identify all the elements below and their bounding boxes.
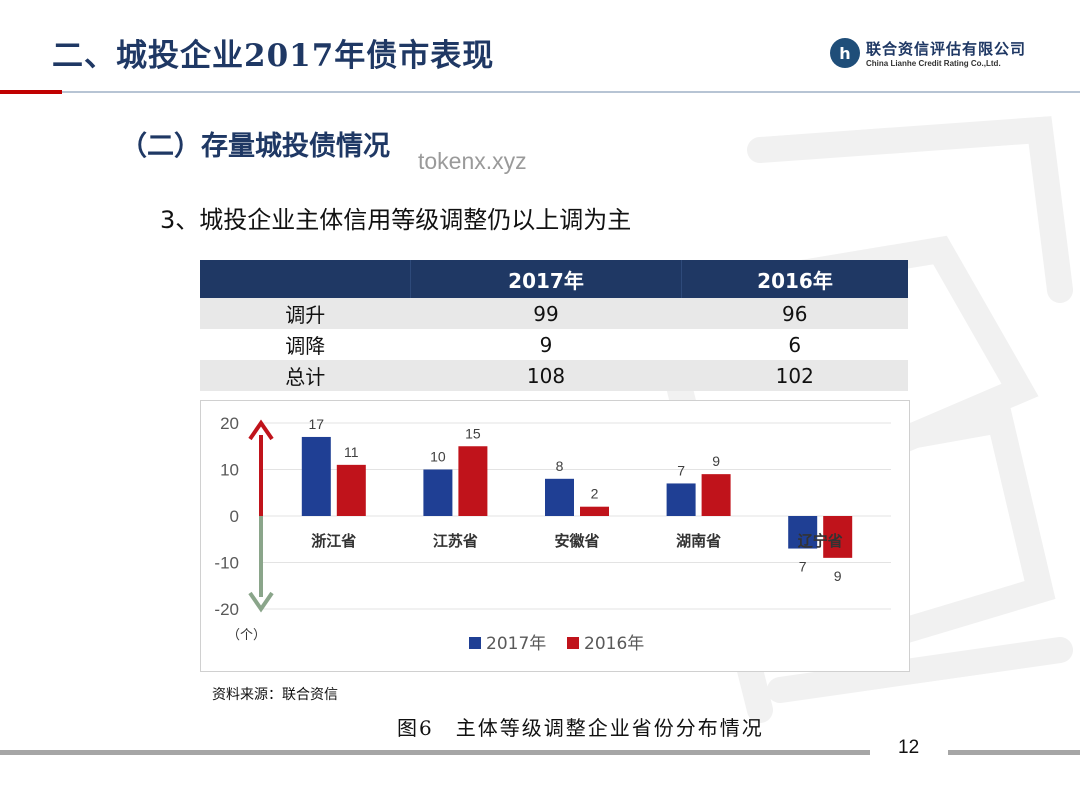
x-category-label: 安徽省 bbox=[554, 532, 599, 550]
legend-swatch bbox=[567, 637, 579, 649]
data-label: 11 bbox=[344, 444, 359, 460]
table-header-row: 2017年 2016年 bbox=[200, 260, 908, 298]
y-tick-label: -20 bbox=[214, 600, 239, 619]
province-bar-chart: 20 10 0 -10 -20 17 11 浙江省 10 15 江苏省 8 2 安徽省 7 9 湖南省 7 9 辽宁省… bbox=[214, 414, 891, 654]
table-cell: 102 bbox=[681, 360, 908, 391]
data-label: 8 bbox=[556, 458, 564, 474]
table-row: 总计 108 102 bbox=[200, 360, 908, 391]
table-cell: 6 bbox=[681, 329, 908, 360]
data-label: 15 bbox=[465, 425, 481, 441]
section-heading: （二）存量城投债情况 bbox=[120, 131, 390, 162]
table-cell: 108 bbox=[410, 360, 682, 391]
data-label: 9 bbox=[834, 568, 842, 584]
data-label: 7 bbox=[677, 462, 685, 478]
bar bbox=[823, 516, 853, 558]
bar bbox=[545, 478, 574, 516]
y-tick-label: 0 bbox=[230, 507, 239, 526]
table-cell: 调升 bbox=[200, 298, 411, 329]
company-logo: h 联合资信评估有限公司 China Lianhe Credit Rating … bbox=[830, 38, 1026, 68]
x-category-label: 江苏省 bbox=[433, 532, 478, 550]
down-arrow-head-icon bbox=[248, 591, 274, 613]
data-label: 10 bbox=[430, 449, 446, 465]
data-label: 7 bbox=[799, 559, 807, 575]
page-title: 二、城投企业2017年债市表现 bbox=[52, 38, 495, 74]
table-row: 调降 9 6 bbox=[200, 329, 908, 360]
table-row: 调升 99 96 bbox=[200, 298, 908, 329]
header-divider bbox=[0, 91, 1080, 93]
table-cell: 9 bbox=[410, 329, 682, 360]
company-name-en: China Lianhe Credit Rating Co.,Ltd. bbox=[866, 59, 1001, 68]
bar bbox=[458, 446, 488, 516]
table-cell: 99 bbox=[410, 298, 682, 329]
company-name-cn: 联合资信评估有限公司 bbox=[866, 40, 1027, 58]
table-header-cell: 2016年 bbox=[681, 260, 908, 298]
bar bbox=[336, 464, 366, 516]
x-category-label: 浙江省 bbox=[311, 532, 356, 550]
bar bbox=[423, 469, 453, 516]
bar bbox=[301, 436, 331, 516]
province-chart-panel: 20 10 0 -10 -20 17 11 浙江省 10 15 江苏省 8 2 安徽省 7 9 湖南省 7 9 辽宁省… bbox=[200, 400, 910, 672]
data-label: 9 bbox=[712, 453, 720, 469]
y-tick-label: -10 bbox=[214, 554, 239, 573]
bar bbox=[580, 506, 609, 516]
page-number: 12 bbox=[898, 737, 920, 758]
figure-caption: 图6 主体等级调整企业省份分布情况 bbox=[397, 716, 764, 740]
footer-divider bbox=[0, 750, 870, 755]
data-label: 2 bbox=[591, 486, 599, 502]
y-tick-label: 20 bbox=[220, 414, 239, 433]
up-arrow-head-icon bbox=[248, 419, 274, 441]
overlay-watermark-text: tokenx.xyz bbox=[418, 148, 527, 174]
table-header-cell bbox=[200, 260, 411, 298]
table-cell: 总计 bbox=[200, 360, 411, 391]
data-label: 17 bbox=[309, 416, 325, 432]
table-cell: 调降 bbox=[200, 329, 411, 360]
rating-change-table: 2017年 2016年 调升 99 96 调降 9 6 总计 108 102 bbox=[200, 260, 908, 391]
footer-divider-right bbox=[948, 750, 1080, 755]
bar bbox=[666, 483, 696, 516]
table-cell: 96 bbox=[681, 298, 908, 329]
unit-label: （个） bbox=[227, 628, 266, 643]
table-header-cell: 2017年 bbox=[410, 260, 682, 298]
source-note: 资料来源：联合资信 bbox=[212, 687, 338, 703]
bar bbox=[701, 474, 731, 516]
legend-label: 2016年 bbox=[584, 634, 644, 654]
legend-label: 2017年 bbox=[486, 634, 546, 654]
legend-swatch bbox=[469, 637, 481, 649]
y-tick-label: 10 bbox=[220, 461, 239, 480]
x-category-label: 辽宁省 bbox=[798, 532, 843, 550]
header-accent-bar bbox=[0, 90, 62, 94]
bar bbox=[788, 516, 818, 549]
x-category-label: 湖南省 bbox=[676, 532, 721, 550]
company-logo-icon: h bbox=[830, 38, 860, 68]
slide-subtitle: 3、城投企业主体信用等级调整仍以上调为主 bbox=[160, 206, 632, 234]
